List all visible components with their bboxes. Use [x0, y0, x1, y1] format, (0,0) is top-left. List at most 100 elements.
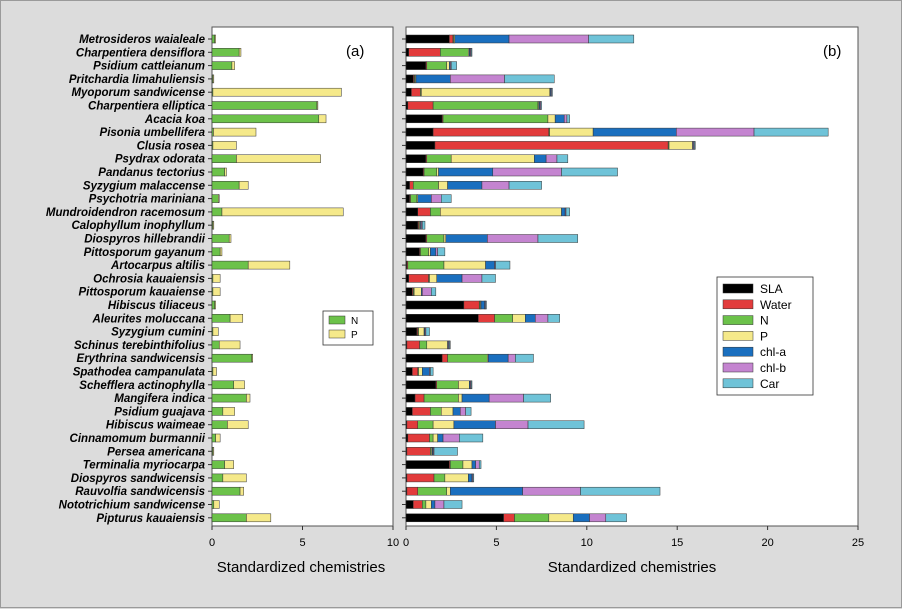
panel-a-legend: NP	[322, 310, 374, 346]
bar-b-nototrichium-sandwicense-chl-b	[434, 500, 445, 509]
bar-a-mundroidendron-racemosum-p	[221, 207, 344, 217]
species-label-diospyros-sandwicensis: Diospyros sandwicensis	[71, 473, 205, 485]
bar-b-pritchardia-limahuliensis-sla	[405, 74, 414, 84]
x-tick-label-b-15: 15	[671, 537, 683, 549]
x-tick-label-a-5: 5	[299, 537, 305, 549]
species-label-mangifera-indica: Mangifera indica	[114, 393, 205, 405]
species-label-pipturus-kauaiensis: Pipturus kauaiensis	[96, 513, 205, 525]
bar-b-pittosporum-gayanum-chl-b	[435, 247, 438, 257]
bar-b-aleurites-moluccana-p	[512, 314, 526, 323]
bar-a-psidium-guajava-n	[211, 407, 224, 416]
bar-a-pisonia-umbellifera-p	[213, 127, 257, 137]
bar-b-diospyros-sandwicensis-n	[433, 473, 446, 483]
bar-b-diospyros-sandwicensis-chl-a	[468, 473, 473, 483]
bar-a-pittosporum-kauaiense-p	[212, 287, 221, 296]
bar-a-psidium-cattleianum-n	[211, 61, 233, 70]
bar-b-artocarpus-altilis-chl-a	[485, 260, 495, 270]
bar-a-aleurites-moluccana-p	[229, 314, 244, 323]
bar-a-terminalia-myriocarpa-p	[224, 460, 234, 469]
species-label-metrosideros-waialeale: Metrosideros waialeale	[79, 34, 206, 46]
bar-a-erythrina-sandwicensis-n	[211, 353, 253, 363]
species-label-cinnamomum-burmannii: Cinnamomum burmannii	[70, 433, 206, 445]
bar-a-psychotria-mariniana-n	[211, 194, 219, 203]
species-label-myoporum-sandwicense: Myoporum sandwicense	[71, 87, 205, 99]
species-label-syzygium-malaccense: Syzygium malaccense	[83, 180, 206, 192]
bar-b-pittosporum-kauaiense-car	[431, 287, 437, 296]
bar-b-diospyros-hillebrandii-chl-b	[487, 234, 539, 243]
bar-b-pipturus-kauaiensis-chl-b	[589, 513, 607, 523]
bar-b-syzygium-malaccense-sla	[405, 181, 410, 190]
bar-b-mangifera-indica-chl-b	[488, 393, 524, 403]
bar-b-pisonia-umbellifera-chl-a	[592, 127, 677, 137]
bar-b-pipturus-kauaiensis-sla	[405, 513, 504, 523]
x-tick-label-b-0: 0	[403, 537, 409, 549]
bar-b-spathodea-campanulata-p	[418, 367, 423, 376]
bar-b-syzygium-malaccense-car	[508, 181, 542, 190]
bar-b-psydrax-odorata-p	[450, 154, 535, 163]
bar-b-pittosporum-kauaiense-chl-b	[422, 287, 432, 296]
legend-b-label-p: P	[760, 329, 768, 343]
bar-b-hibiscus-waimeae-chl-a	[453, 420, 496, 429]
bar-b-psychotria-mariniana-sla	[405, 194, 410, 203]
bar-b-psidium-guajava-chl-a	[452, 407, 461, 416]
legend-b-swatch-chl-a	[722, 346, 754, 357]
legend-b-label-water: Water	[760, 298, 792, 312]
bar-b-ochrosia-kauaiensis-chl-b	[461, 274, 483, 283]
bar-b-psidium-cattleianum-p	[446, 61, 450, 70]
bar-b-psychotria-mariniana-chl-b	[431, 194, 442, 203]
bar-b-calophyllum-inophyllum-sla	[405, 220, 418, 230]
bar-a-nototrichium-sandwicense-n	[211, 500, 215, 509]
bar-b-terminalia-myriocarpa-p	[462, 460, 473, 469]
bar-b-terminalia-myriocarpa-sla	[405, 460, 450, 469]
bar-a-syzygium-malaccense-n	[211, 181, 240, 190]
bar-b-diospyros-hillebrandii-p	[443, 234, 447, 243]
bar-b-pandanus-tectorius-sla	[405, 167, 424, 177]
bar-b-charpentiera-elliptica-n	[432, 101, 539, 110]
x-tick-label-b-20: 20	[761, 537, 773, 549]
bar-b-hibiscus-waimeae-chl-b	[495, 420, 529, 429]
bar-b-schefflera-actinophylla-n	[436, 380, 459, 390]
bar-b-aleurites-moluccana-chl-b	[535, 314, 549, 323]
bar-b-diospyros-hillebrandii-chl-a	[445, 234, 488, 243]
bar-a-pipturus-kauaiensis-n	[211, 513, 247, 523]
bar-a-hibiscus-waimeae-n	[211, 420, 228, 429]
bar-a-pipturus-kauaiensis-p	[246, 513, 272, 523]
legend-b-label-chl-a: chl-a	[760, 345, 786, 359]
bar-b-pandanus-tectorius-chl-b	[492, 167, 562, 177]
bar-a-charpentiera-elliptica-p	[316, 101, 319, 110]
bar-b-hibiscus-tiliaceus-car	[485, 300, 487, 310]
bar-b-aleurites-moluccana-water	[478, 314, 495, 323]
bar-b-charpentiera-densiflora-sla	[405, 48, 409, 57]
bar-a-metrosideros-waialeale-n	[211, 34, 215, 44]
bar-b-mundroidendron-racemosum-sla	[405, 207, 418, 217]
bar-b-clusia-rosea-car	[694, 141, 696, 150]
bar-b-psidium-guajava-chl-b	[459, 407, 466, 416]
bar-b-mangifera-indica-n	[423, 393, 459, 403]
bar-b-psydrax-odorata-n	[426, 154, 452, 163]
bar-b-pandanus-tectorius-n	[423, 167, 437, 177]
bar-b-erythrina-sandwicensis-water	[441, 353, 448, 363]
bar-b-rauvolfia-sandwicensis-water	[406, 486, 418, 496]
bar-b-syzygium-malaccense-water	[409, 181, 414, 190]
bar-b-aleurites-moluccana-sla	[405, 314, 479, 323]
legend-b-swatch-p	[722, 331, 754, 341]
bar-b-pritchardia-limahuliensis-car	[504, 74, 555, 84]
bar-b-hibiscus-tiliaceus-chl-a	[480, 300, 485, 310]
bar-b-spathodea-campanulata-chl-a	[422, 367, 430, 376]
bar-b-psydrax-odorata-chl-b	[545, 154, 558, 163]
bar-a-erythrina-sandwicensis-p	[251, 353, 253, 363]
bar-b-cinnamomum-burmannii-chl-b	[442, 433, 460, 443]
bar-b-mangifera-indica-chl-a	[461, 393, 490, 403]
bar-b-aleurites-moluccana-car	[547, 314, 560, 323]
legend-a-swatch-p	[328, 329, 346, 339]
bar-a-pritchardia-limahuliensis-p	[212, 74, 215, 84]
bar-b-myoporum-sandwicense-p	[421, 87, 550, 97]
bar-a-schefflera-actinophylla-p	[233, 380, 245, 390]
bar-b-pisonia-umbellifera-water	[432, 127, 550, 137]
bar-a-acacia-koa-p	[318, 114, 327, 124]
bar-a-persea-americana-p	[212, 447, 215, 456]
legend-a-swatch-n	[328, 315, 346, 325]
x-tick-label-b-10: 10	[581, 537, 593, 549]
bar-b-pittosporum-gayanum-car	[437, 247, 446, 257]
